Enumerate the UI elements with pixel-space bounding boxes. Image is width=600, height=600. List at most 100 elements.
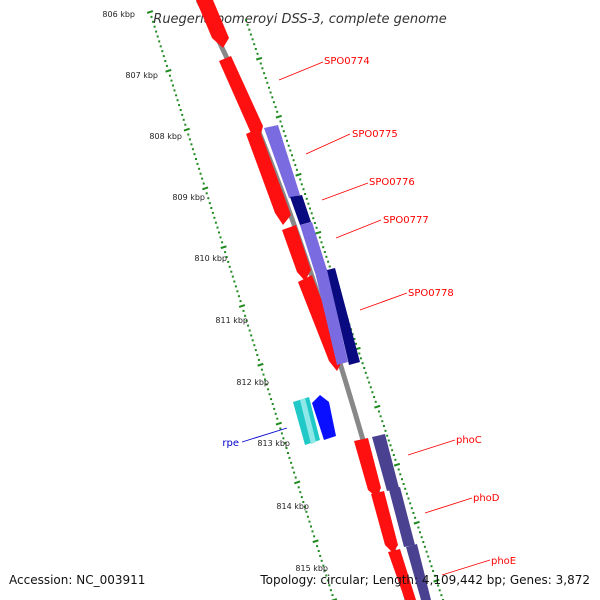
cds-phoD-red[interactable] xyxy=(371,491,398,553)
gene-label-spo0778[interactable]: SPO0778 xyxy=(408,288,454,299)
tick-minor xyxy=(219,236,222,239)
gene-label-phoC[interactable]: phoC xyxy=(456,435,482,446)
gene-label-spo0775[interactable]: SPO0775 xyxy=(352,129,398,140)
tick-minor xyxy=(176,99,179,102)
tick-minor xyxy=(305,197,308,200)
tick-minor xyxy=(248,329,251,332)
tick-minor xyxy=(280,432,283,435)
tick-minor xyxy=(273,407,276,410)
gene-label-phoE[interactable]: phoE xyxy=(491,556,516,567)
tick-minor xyxy=(290,461,293,464)
tick-minor xyxy=(205,192,208,195)
leader-spo0774 xyxy=(278,61,324,81)
cds-spo0778-navy[interactable] xyxy=(327,268,360,365)
cds-phoE-slate[interactable] xyxy=(406,544,431,600)
cds-rpe-blue[interactable] xyxy=(312,395,336,440)
tick-major xyxy=(255,56,263,61)
cds-phoC-slate[interactable] xyxy=(372,434,399,491)
map-title: Ruegeria pomeroyi DSS-3, complete genome xyxy=(153,12,446,27)
tick-minor xyxy=(288,456,291,459)
tick-minor xyxy=(326,579,329,582)
tick-minor xyxy=(322,246,325,249)
cds-spo0775-violet[interactable] xyxy=(264,125,300,198)
cds-red-top[interactable] xyxy=(196,0,229,48)
cds-spo0778-violet[interactable] xyxy=(315,269,348,365)
tick-minor xyxy=(249,33,252,36)
tick-minor xyxy=(218,231,220,234)
tick-minor xyxy=(310,525,312,528)
tick-minor xyxy=(246,23,249,26)
tick-minor xyxy=(236,290,239,293)
tick-minor xyxy=(281,125,284,128)
cds-spo0778-red[interactable] xyxy=(298,275,344,371)
tick-minor xyxy=(291,466,294,469)
kbp-label-815: 815 kbp xyxy=(295,564,328,573)
kbp-label-810: 810 kbp xyxy=(194,254,227,263)
cds-spo0776-navy[interactable] xyxy=(290,195,311,225)
tick-minor xyxy=(318,236,321,239)
tick-minor xyxy=(152,20,155,23)
cds-spo0774[interactable] xyxy=(219,56,263,142)
cds-spo0775-red[interactable] xyxy=(246,128,291,225)
tick-minor xyxy=(182,118,185,121)
kbp-label-807: 807 kbp xyxy=(125,71,158,80)
tick-minor xyxy=(279,427,282,430)
tick-minor xyxy=(307,202,310,205)
tick-minor xyxy=(319,554,322,557)
tick-minor xyxy=(155,30,158,33)
cds-rpe-cyan-light[interactable] xyxy=(300,398,316,444)
kbp-label-809: 809 kbp xyxy=(172,193,205,202)
tick-minor xyxy=(244,314,247,317)
tick-minor xyxy=(287,144,290,147)
tick-minor xyxy=(366,376,369,379)
cds-spo0776-red[interactable] xyxy=(282,225,311,281)
cds-phoD-slate[interactable] xyxy=(389,487,415,547)
tick-minor xyxy=(254,349,257,352)
tick-minor xyxy=(259,62,262,65)
cds-phoE-red[interactable] xyxy=(388,549,416,600)
gene-label-spo0774[interactable]: SPO0774 xyxy=(324,56,370,67)
tick-major xyxy=(202,186,209,191)
tick-minor xyxy=(264,77,267,79)
tick-minor xyxy=(389,444,392,447)
tick-minor xyxy=(272,101,275,104)
leader-rpe xyxy=(241,427,288,443)
tick-minor xyxy=(402,483,405,485)
cds-phoC-red[interactable] xyxy=(354,438,381,497)
tick-minor xyxy=(331,594,334,597)
tick-minor xyxy=(175,94,178,97)
tick-minor xyxy=(284,135,287,137)
gene-label-spo0777[interactable]: SPO0777 xyxy=(383,215,429,226)
tick-major xyxy=(433,578,440,583)
tick-major xyxy=(315,230,322,235)
leader-phoD xyxy=(424,497,473,514)
tick-minor xyxy=(432,570,435,572)
tick-minor xyxy=(264,378,266,381)
tick-minor xyxy=(368,381,371,384)
leader-spo0777 xyxy=(335,219,382,239)
tick-minor xyxy=(274,412,277,415)
tick-minor xyxy=(265,383,268,386)
tick-minor xyxy=(423,545,426,548)
tick-minor xyxy=(412,512,415,514)
tick-minor xyxy=(253,344,256,347)
cds-spo0777-violet[interactable] xyxy=(300,222,327,273)
tick-minor xyxy=(323,251,326,253)
tick-minor xyxy=(266,81,269,84)
tick-minor xyxy=(420,536,423,539)
gene-label-phoD[interactable]: phoD xyxy=(473,493,500,504)
tick-minor xyxy=(196,162,199,165)
tick-minor xyxy=(179,109,182,111)
tick-minor xyxy=(302,501,305,503)
tick-minor xyxy=(287,452,289,454)
tick-minor xyxy=(313,535,316,538)
gene-label-rpe[interactable]: rpe xyxy=(222,438,239,449)
tick-minor xyxy=(414,516,417,519)
tick-minor xyxy=(438,589,441,592)
tick-minor xyxy=(208,202,211,205)
tick-minor xyxy=(392,454,395,456)
leader-spo0778 xyxy=(359,292,408,311)
tick-minor xyxy=(211,211,214,214)
tick-major xyxy=(413,520,420,525)
gene-label-spo0776[interactable]: SPO0776 xyxy=(369,177,415,188)
